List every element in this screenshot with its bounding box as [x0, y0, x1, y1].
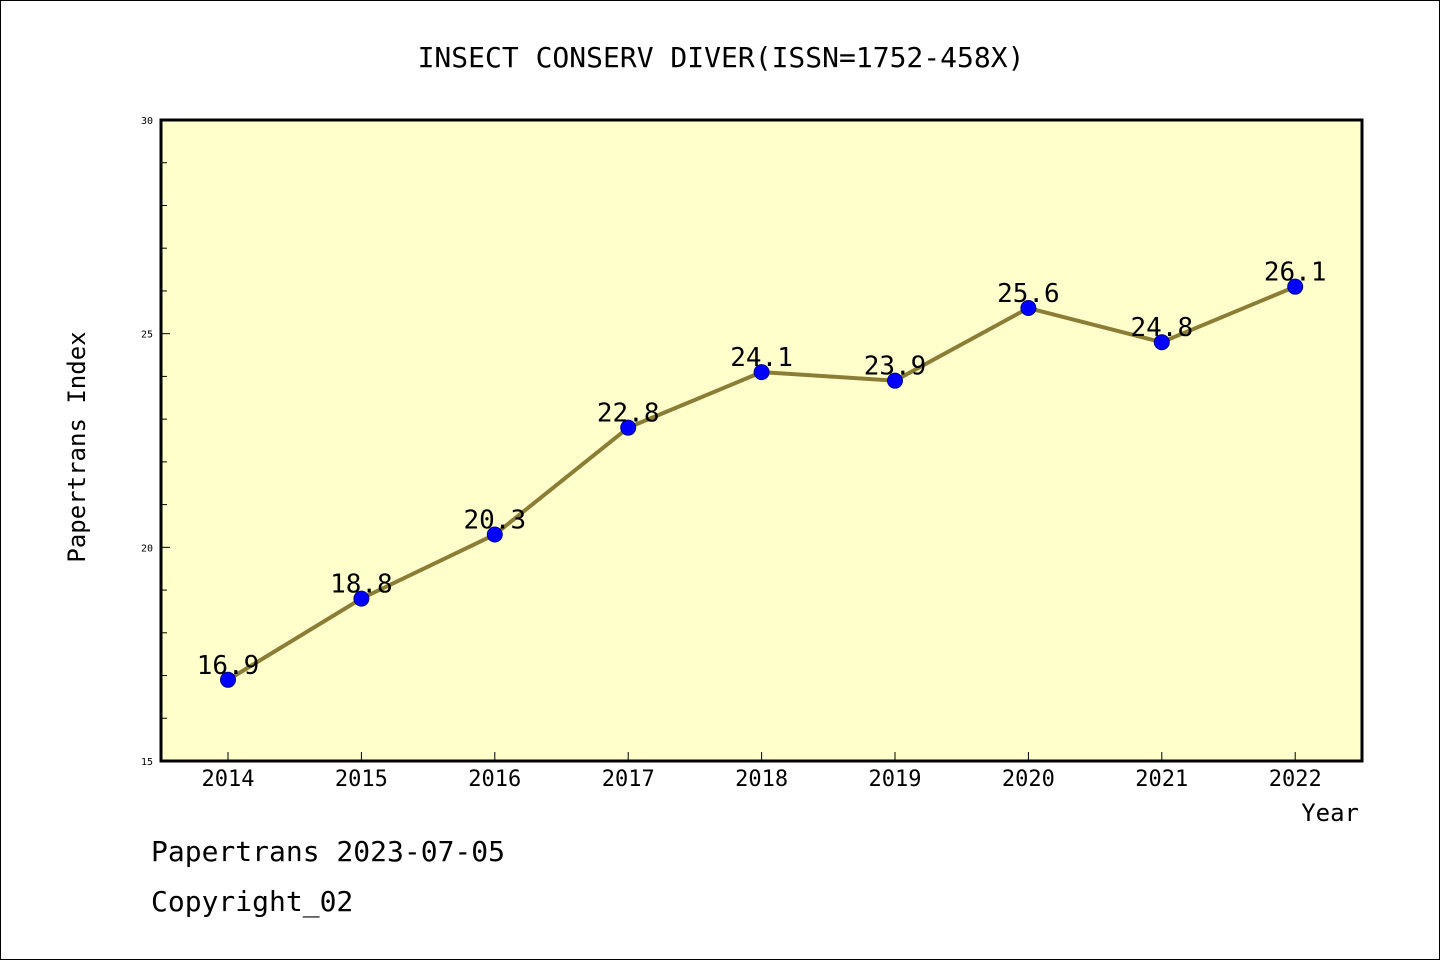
- y-axis-ticks: 15 20 25 30: [141, 116, 170, 768]
- footer-copyright: Copyright_02: [151, 885, 354, 918]
- plot-area: [159, 118, 1364, 763]
- data-point: [220, 671, 236, 688]
- y-tick-label: 15: [141, 757, 153, 768]
- x-axis-label: Year: [1301, 799, 1359, 827]
- data-label: 24.1: [730, 343, 793, 373]
- y-tick-label: 25: [141, 330, 153, 341]
- y-tick-label: 30: [141, 116, 153, 127]
- data-point: [1020, 300, 1037, 317]
- x-tick-label: 2015: [335, 767, 388, 792]
- y-tick-label: 20: [141, 543, 153, 554]
- data-label: 16.9: [197, 651, 260, 681]
- x-tick-label: 2017: [602, 767, 655, 792]
- data-point: [1153, 334, 1170, 351]
- x-tick-label: 2021: [1135, 767, 1188, 792]
- data-point: [620, 419, 637, 436]
- x-axis-ticks: 2014 2015 2016 2017 2018 2019 2020 2021 2022: [202, 752, 1322, 792]
- data-label: 23.9: [864, 352, 927, 382]
- x-tick-label: 2019: [869, 767, 922, 792]
- data-point: [887, 372, 903, 389]
- data-label: 24.8: [1130, 313, 1193, 343]
- data-label: 26.1: [1264, 258, 1327, 288]
- chart-title: INSECT CONSERV DIVER(ISSN=1752-458X): [418, 41, 1025, 74]
- data-point: [1287, 278, 1304, 295]
- series-group: [220, 278, 1304, 688]
- y-axis-label: Papertrans Index: [63, 331, 91, 562]
- footer-source-date: Papertrans 2023-07-05: [151, 835, 506, 868]
- x-tick-label: 2016: [468, 767, 521, 792]
- data-point: [353, 590, 370, 607]
- data-labels-group: 16.9 18.8 20.3 22.8 24.1 23.9 25.6 24.8 26.1: [197, 258, 1327, 681]
- data-label: 22.8: [597, 399, 660, 429]
- data-point: [486, 526, 503, 543]
- x-tick-label: 2022: [1269, 767, 1322, 792]
- x-tick-label: 2018: [735, 767, 788, 792]
- x-tick-label: 2020: [1002, 767, 1055, 792]
- data-label: 25.6: [997, 279, 1060, 309]
- data-label: 20.3: [463, 506, 526, 536]
- data-point: [753, 364, 770, 381]
- x-tick-label: 2014: [202, 767, 255, 792]
- data-label: 18.8: [330, 570, 393, 600]
